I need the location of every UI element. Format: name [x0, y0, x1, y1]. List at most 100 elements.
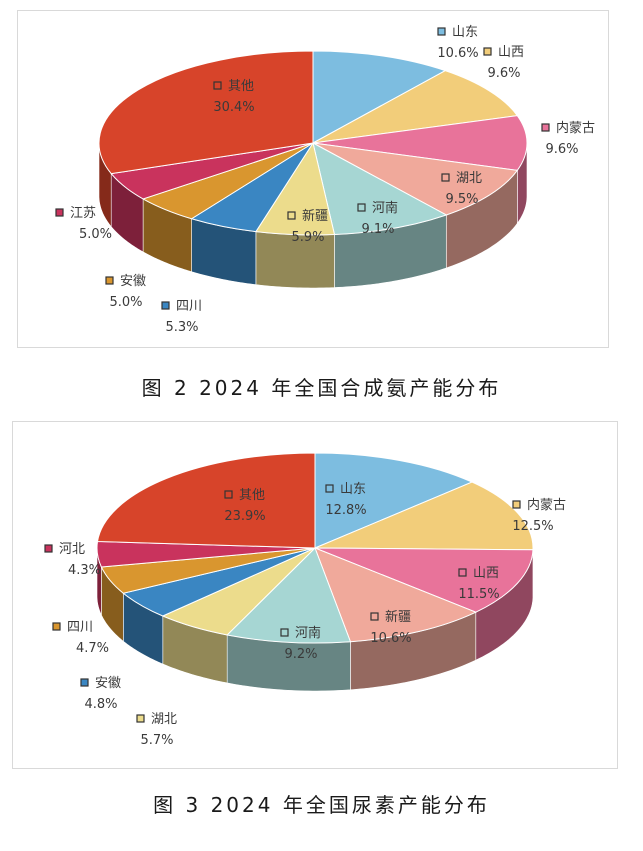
chart-frame-urea: 山东 12.8% 内蒙古 12.5% 山西 11.5% 新疆 10.6% 河南 9.2% 湖北 5.7…: [12, 421, 618, 769]
pie-slice-9: [98, 50, 314, 175]
pie-slice-4: [226, 547, 352, 644]
pie-slice-1: [314, 481, 534, 551]
value-label-7: 4.7%: [76, 641, 109, 656]
legend-swatch-4: [280, 628, 289, 637]
pie-slice-4: [312, 142, 448, 236]
value-label-5: 5.7%: [140, 733, 173, 748]
slice-label-2: 山西 11.5%: [458, 566, 499, 602]
slice-label-9: 其他 30.4%: [213, 79, 254, 115]
category-label-5: 湖北: [151, 712, 177, 727]
pie-slice-3: [312, 142, 519, 216]
caption-urea: 图 3 2024 年全国尿素产能分布: [153, 793, 490, 817]
slice-label-8: 江苏 5.0%: [55, 205, 112, 242]
legend-swatch-3: [441, 173, 450, 182]
category-label-2: 山西: [473, 566, 499, 581]
category-label-9: 其他: [228, 79, 254, 94]
slice-label-5: 湖北 5.7%: [136, 712, 177, 748]
pie-slice-0: [314, 452, 474, 549]
slice-label-3: 新疆 10.6%: [370, 609, 411, 646]
legend-swatch-6: [161, 301, 170, 310]
value-label-9: 23.9%: [224, 509, 265, 524]
chart-frame-ammonia: 山东 10.6% 山西 9.6% 内蒙古 9.6% 湖北 9.5% 河南 9.1% 新疆 5.9% 四川…: [17, 10, 609, 348]
slice-label-1: 山西 9.6%: [483, 45, 524, 81]
legend-swatch-1: [512, 500, 521, 509]
category-label-0: 山东: [340, 482, 366, 497]
value-label-4: 9.1%: [361, 222, 394, 237]
leader-line: [382, 32, 437, 55]
value-label-8: 4.3%: [68, 563, 101, 578]
slice-label-8: 河北 4.3%: [44, 542, 101, 578]
pie-slice-0: [312, 50, 447, 144]
legend-swatch-7: [105, 276, 114, 285]
value-label-1: 9.6%: [487, 66, 520, 81]
category-label-9: 其他: [239, 488, 265, 503]
value-label-6: 4.8%: [84, 697, 117, 712]
value-label-4: 9.2%: [284, 647, 317, 662]
slice-label-6: 四川 5.3%: [161, 299, 202, 335]
category-label-1: 内蒙古: [527, 497, 566, 513]
pie-slice-3: [314, 547, 478, 643]
category-label-3: 新疆: [385, 609, 411, 625]
slice-label-7: 四川 4.7%: [52, 620, 109, 656]
pie-slice-9: [96, 452, 316, 549]
legend-swatch-9: [224, 490, 233, 499]
slice-label-6: 安徽 4.8%: [80, 676, 121, 712]
pie-side-walls: [96, 548, 534, 692]
category-label-3: 湖北: [456, 171, 482, 186]
value-label-1: 12.5%: [512, 519, 553, 534]
slice-label-4: 河南 9.1%: [357, 200, 398, 237]
legend-swatch-0: [325, 484, 334, 493]
value-label-2: 9.6%: [545, 142, 578, 157]
pie-chart-ammonia: 山东 10.6% 山西 9.6% 内蒙古 9.6% 湖北 9.5% 河南 9.1% 新疆 5.9% 四川…: [55, 25, 595, 335]
legend-swatch-2: [458, 568, 467, 577]
slice-label-5: 新疆 5.9%: [287, 208, 328, 245]
slice-label-3: 湖北 9.5%: [441, 171, 482, 207]
legend-swatch-7: [52, 622, 61, 631]
slice-label-0: 山东 12.8%: [325, 482, 366, 518]
value-label-6: 5.3%: [165, 320, 198, 335]
category-label-2: 内蒙古: [556, 120, 595, 136]
category-label-7: 四川: [67, 620, 93, 635]
legend-swatch-9: [213, 81, 222, 90]
value-label-7: 5.0%: [109, 295, 142, 310]
legend-swatch-6: [80, 678, 89, 687]
category-label-1: 山西: [498, 45, 524, 60]
legend-swatch-8: [55, 208, 64, 217]
category-label-5: 新疆: [302, 208, 328, 224]
legend-swatch-1: [483, 47, 492, 56]
category-label-8: 河北: [59, 542, 85, 557]
category-label-4: 河南: [295, 625, 321, 641]
legend-swatch-0: [437, 27, 446, 36]
slice-label-7: 安徽 5.0%: [105, 274, 146, 310]
slice-label-9: 其他 23.9%: [224, 488, 265, 524]
slice-label-0: 山东 10.6%: [437, 25, 478, 61]
legend-swatch-3: [370, 612, 379, 621]
legend-swatch-4: [357, 203, 366, 212]
slice-labels: 山东 12.8% 内蒙古 12.5% 山西 11.5% 新疆 10.6% 河南 9.2% 湖北 5.7…: [44, 482, 566, 748]
slice-label-1: 内蒙古 12.5%: [512, 497, 566, 534]
caption-ammonia: 图 2 2024 年全国合成氨产能分布: [141, 376, 502, 400]
legend-swatch-2: [541, 123, 550, 132]
category-label-0: 山东: [452, 25, 478, 40]
category-label-7: 安徽: [120, 274, 146, 289]
value-label-3: 9.5%: [445, 192, 478, 207]
value-label-5: 5.9%: [291, 230, 324, 245]
legend-swatch-8: [44, 544, 53, 553]
value-label-9: 30.4%: [213, 100, 254, 115]
category-label-8: 江苏: [70, 205, 96, 221]
category-label-6: 四川: [176, 299, 202, 314]
slice-label-2: 内蒙古 9.6%: [541, 120, 595, 157]
category-label-4: 河南: [372, 200, 398, 216]
value-label-0: 10.6%: [437, 46, 478, 61]
legend-swatch-5: [287, 211, 296, 220]
pie-top: [96, 452, 534, 644]
slice-labels: 山东 10.6% 山西 9.6% 内蒙古 9.6% 湖北 9.5% 河南 9.1% 新疆 5.9% 四川…: [55, 25, 595, 335]
value-label-8: 5.0%: [79, 227, 112, 242]
slice-side-4: [226, 634, 351, 692]
value-label-0: 12.8%: [325, 503, 366, 518]
pie-side-walls: [98, 142, 528, 289]
category-label-6: 安徽: [95, 676, 121, 691]
legend-swatch-5: [136, 714, 145, 723]
slice-label-4: 河南 9.2%: [280, 625, 321, 662]
pie-top: [98, 50, 528, 236]
